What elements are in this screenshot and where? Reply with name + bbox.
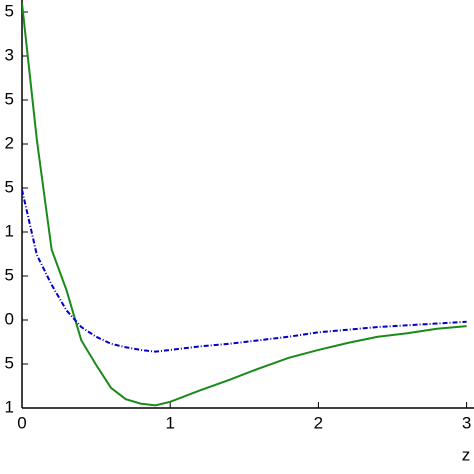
y-tick-label: 3 [5, 45, 14, 64]
y-tick-label: 5 [5, 89, 14, 108]
x-tick-label: 3 [462, 413, 471, 432]
x-tick-label: 0 [17, 413, 26, 432]
x-tick-label: 2 [314, 413, 323, 432]
series-line [22, 189, 467, 353]
y-tick-label: 5 [5, 1, 14, 20]
y-tick-label: 1 [5, 221, 14, 240]
y-tick-label: 5 [5, 177, 14, 196]
y-tick-label: 2 [5, 133, 14, 152]
x-axis-label: z [462, 445, 471, 464]
y-tick-label: 5 [5, 265, 14, 284]
y-tick-label: 0 [5, 309, 14, 328]
x-tick-label: 1 [165, 413, 174, 432]
y-tick-label: 1 [5, 397, 14, 416]
series-line [22, 3, 467, 407]
y-tick-label: 5 [5, 353, 14, 372]
